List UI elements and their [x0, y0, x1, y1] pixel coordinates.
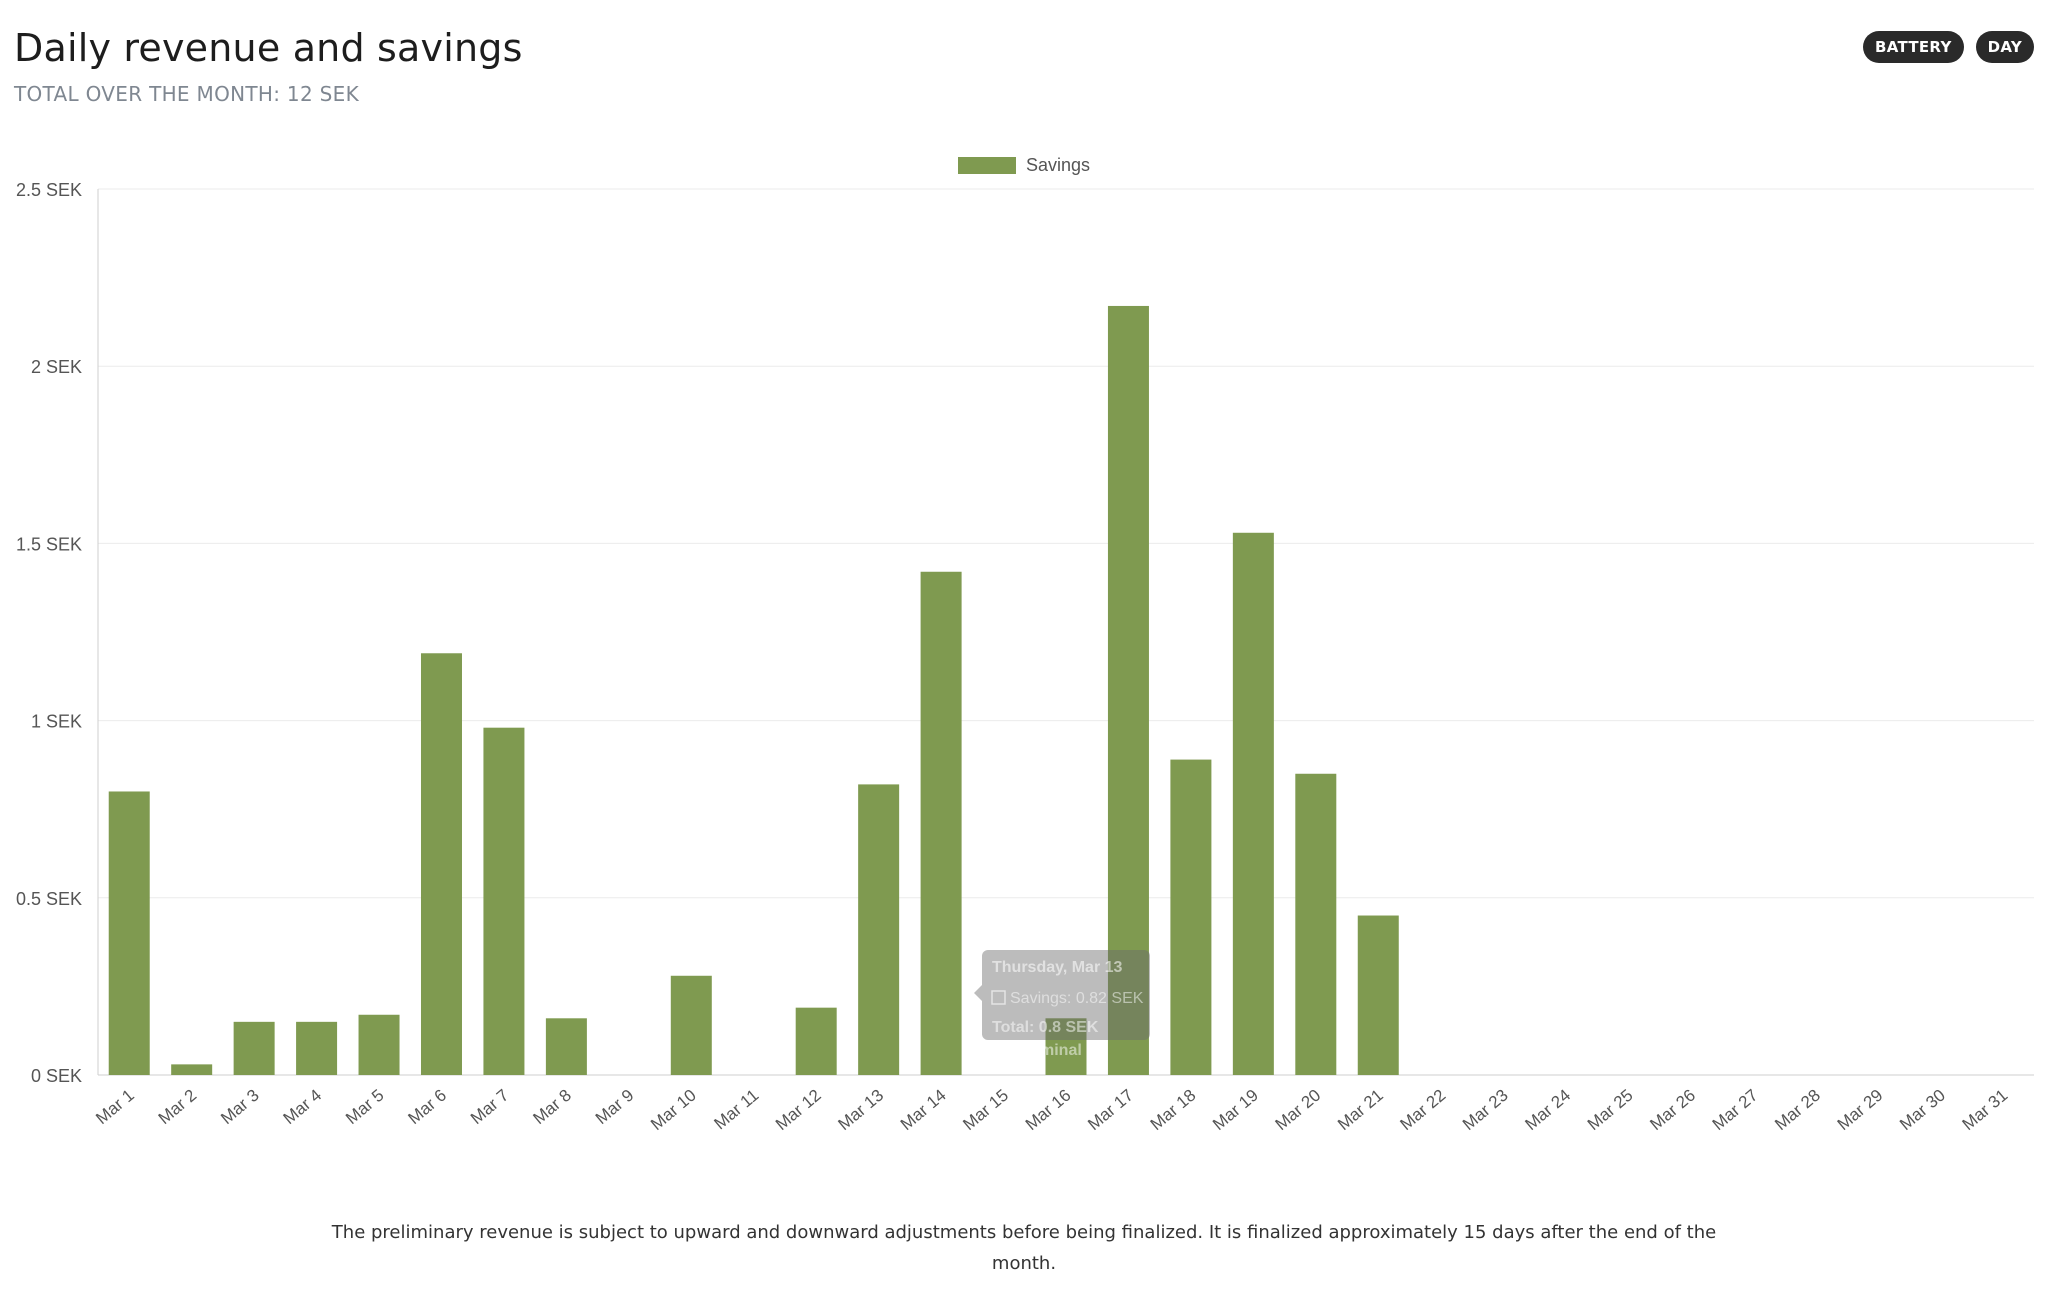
tooltip-swatch	[991, 990, 1006, 1005]
x-tick-label: Mar 11	[711, 1086, 763, 1134]
page-title: Daily revenue and savings	[14, 26, 523, 70]
x-tick-label: Mar 25	[1584, 1086, 1637, 1135]
x-tick-label: Mar 2	[155, 1086, 201, 1128]
x-tick-label: Mar 13	[834, 1086, 887, 1135]
savings-bar	[858, 784, 900, 1075]
x-tick-label: Mar 31	[1959, 1086, 2012, 1135]
day-button[interactable]: DAY	[1975, 31, 2034, 63]
x-tick-label: Mar 29	[1834, 1086, 1887, 1135]
savings-bar	[358, 1014, 400, 1075]
savings-bar	[1232, 532, 1274, 1075]
x-tick-label: Mar 10	[647, 1086, 700, 1135]
x-tick-label: Mar 21	[1334, 1086, 1387, 1135]
x-tick-label: Mar 20	[1272, 1086, 1325, 1135]
x-tick-label: Mar 23	[1459, 1086, 1512, 1135]
savings-bar	[1170, 759, 1212, 1075]
savings-bar	[171, 1064, 213, 1075]
footnote: The preliminary revenue is subject to up…	[331, 1222, 1717, 1274]
x-tick-label: Mar 3	[217, 1086, 263, 1128]
x-tick-label: Mar 16	[1022, 1086, 1075, 1135]
savings-bar	[296, 1021, 338, 1075]
savings-bar	[545, 1018, 587, 1075]
savings-bar	[1045, 1018, 1087, 1075]
savings-bar	[483, 727, 525, 1075]
savings-bar	[1295, 773, 1337, 1075]
tooltip-caret	[974, 985, 982, 1001]
x-tick-label: Mar 30	[1896, 1086, 1949, 1135]
savings-bar	[670, 975, 712, 1075]
x-tick-label: Mar 12	[772, 1086, 825, 1135]
x-tick-label: Mar 1	[92, 1086, 138, 1128]
x-tick-label: Mar 15	[959, 1086, 1012, 1135]
x-tick-label: Mar 17	[1084, 1086, 1137, 1135]
x-tick-label: Mar 26	[1646, 1086, 1699, 1135]
battery-button[interactable]: BATTERY	[1862, 31, 1964, 63]
x-tick-label: Mar 8	[529, 1086, 575, 1128]
x-tick-label: Mar 28	[1771, 1086, 1824, 1135]
tooltip-line: Savings: 0.82 SEK	[1010, 990, 1144, 1007]
x-tick-label: Mar 24	[1521, 1086, 1574, 1135]
savings-bar	[108, 791, 150, 1075]
savings-bar-chart: 0 SEK 0.5 SEK 1 SEK 1.5 SEK 2 SEK 2.5 SEK Mar …	[16, 155, 2034, 1135]
y-tick-label: 1 SEK	[31, 712, 82, 732]
tooltip-box	[982, 950, 1150, 1040]
y-tick-label: 2.5 SEK	[16, 180, 82, 200]
tooltip-title: Thursday, Mar 13	[992, 959, 1123, 976]
x-tick-label: Mar 6	[405, 1086, 451, 1128]
x-tick-label: Mar 7	[467, 1086, 513, 1128]
x-tick-label: Mar 22	[1397, 1086, 1450, 1135]
x-tick-label: Mar 9	[592, 1086, 638, 1128]
y-tick-label: 2 SEK	[31, 357, 82, 377]
legend-label: Savings	[1026, 155, 1090, 175]
y-tick-label: 0.5 SEK	[16, 889, 82, 909]
x-tick-label: Mar 5	[342, 1086, 388, 1128]
savings-bar	[233, 1021, 275, 1075]
savings-bar	[1107, 305, 1149, 1075]
legend-swatch	[958, 157, 1016, 174]
y-tick-label: 0 SEK	[31, 1066, 82, 1086]
savings-bar	[420, 653, 462, 1075]
x-tick-label: Mar 19	[1209, 1086, 1262, 1135]
x-tick-label: Mar 18	[1147, 1086, 1200, 1135]
y-tick-label: 1.5 SEK	[16, 534, 82, 554]
page-subtitle: TOTAL OVER THE MONTH: 12 SEK	[14, 82, 359, 106]
tooltip-line: minal	[1040, 1042, 1082, 1059]
savings-bar	[920, 571, 962, 1075]
savings-bar	[1357, 915, 1399, 1075]
x-tick-label: Mar 27	[1709, 1086, 1762, 1135]
toggle-group: BATTERY DAY	[1862, 31, 2034, 63]
x-tick-label: Mar 4	[280, 1086, 326, 1128]
savings-bar	[795, 1007, 837, 1075]
tooltip-line: Total: 0.8 SEK	[992, 1019, 1099, 1036]
x-tick-label: Mar 14	[897, 1086, 950, 1135]
